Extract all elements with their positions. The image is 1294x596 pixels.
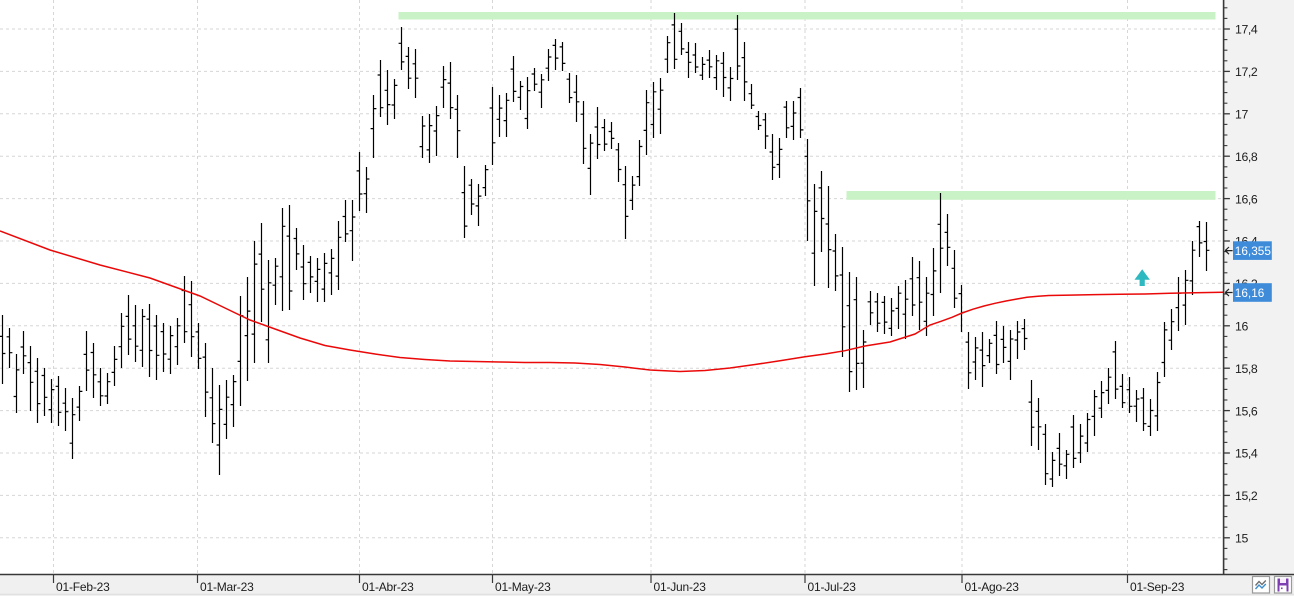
svg-text:15,6: 15,6 [1235, 404, 1258, 418]
svg-text:16,16: 16,16 [1235, 286, 1265, 300]
svg-text:15,2: 15,2 [1235, 489, 1258, 503]
svg-text:01-May-23: 01-May-23 [495, 580, 551, 594]
svg-text:17,2: 17,2 [1235, 65, 1258, 79]
svg-text:01-Ago-23: 01-Ago-23 [965, 580, 1020, 594]
svg-text:15: 15 [1235, 532, 1248, 546]
svg-text:15,8: 15,8 [1235, 362, 1258, 376]
svg-text:01-Jul-23: 01-Jul-23 [808, 580, 857, 594]
svg-text:01-Abr-23: 01-Abr-23 [362, 580, 414, 594]
svg-text:01-Feb-23: 01-Feb-23 [56, 580, 110, 594]
svg-text:17: 17 [1235, 108, 1248, 122]
svg-text:01-Sep-23: 01-Sep-23 [1130, 580, 1185, 594]
svg-text:01-Jun-23: 01-Jun-23 [654, 580, 707, 594]
svg-text:16,355: 16,355 [1235, 244, 1272, 258]
svg-text:01-Mar-23: 01-Mar-23 [200, 580, 254, 594]
svg-text:16: 16 [1235, 320, 1248, 334]
svg-text:15,4: 15,4 [1235, 447, 1258, 461]
svg-text:16,8: 16,8 [1235, 150, 1258, 164]
svg-text:17,4: 17,4 [1235, 23, 1258, 37]
svg-text:16,6: 16,6 [1235, 192, 1258, 206]
